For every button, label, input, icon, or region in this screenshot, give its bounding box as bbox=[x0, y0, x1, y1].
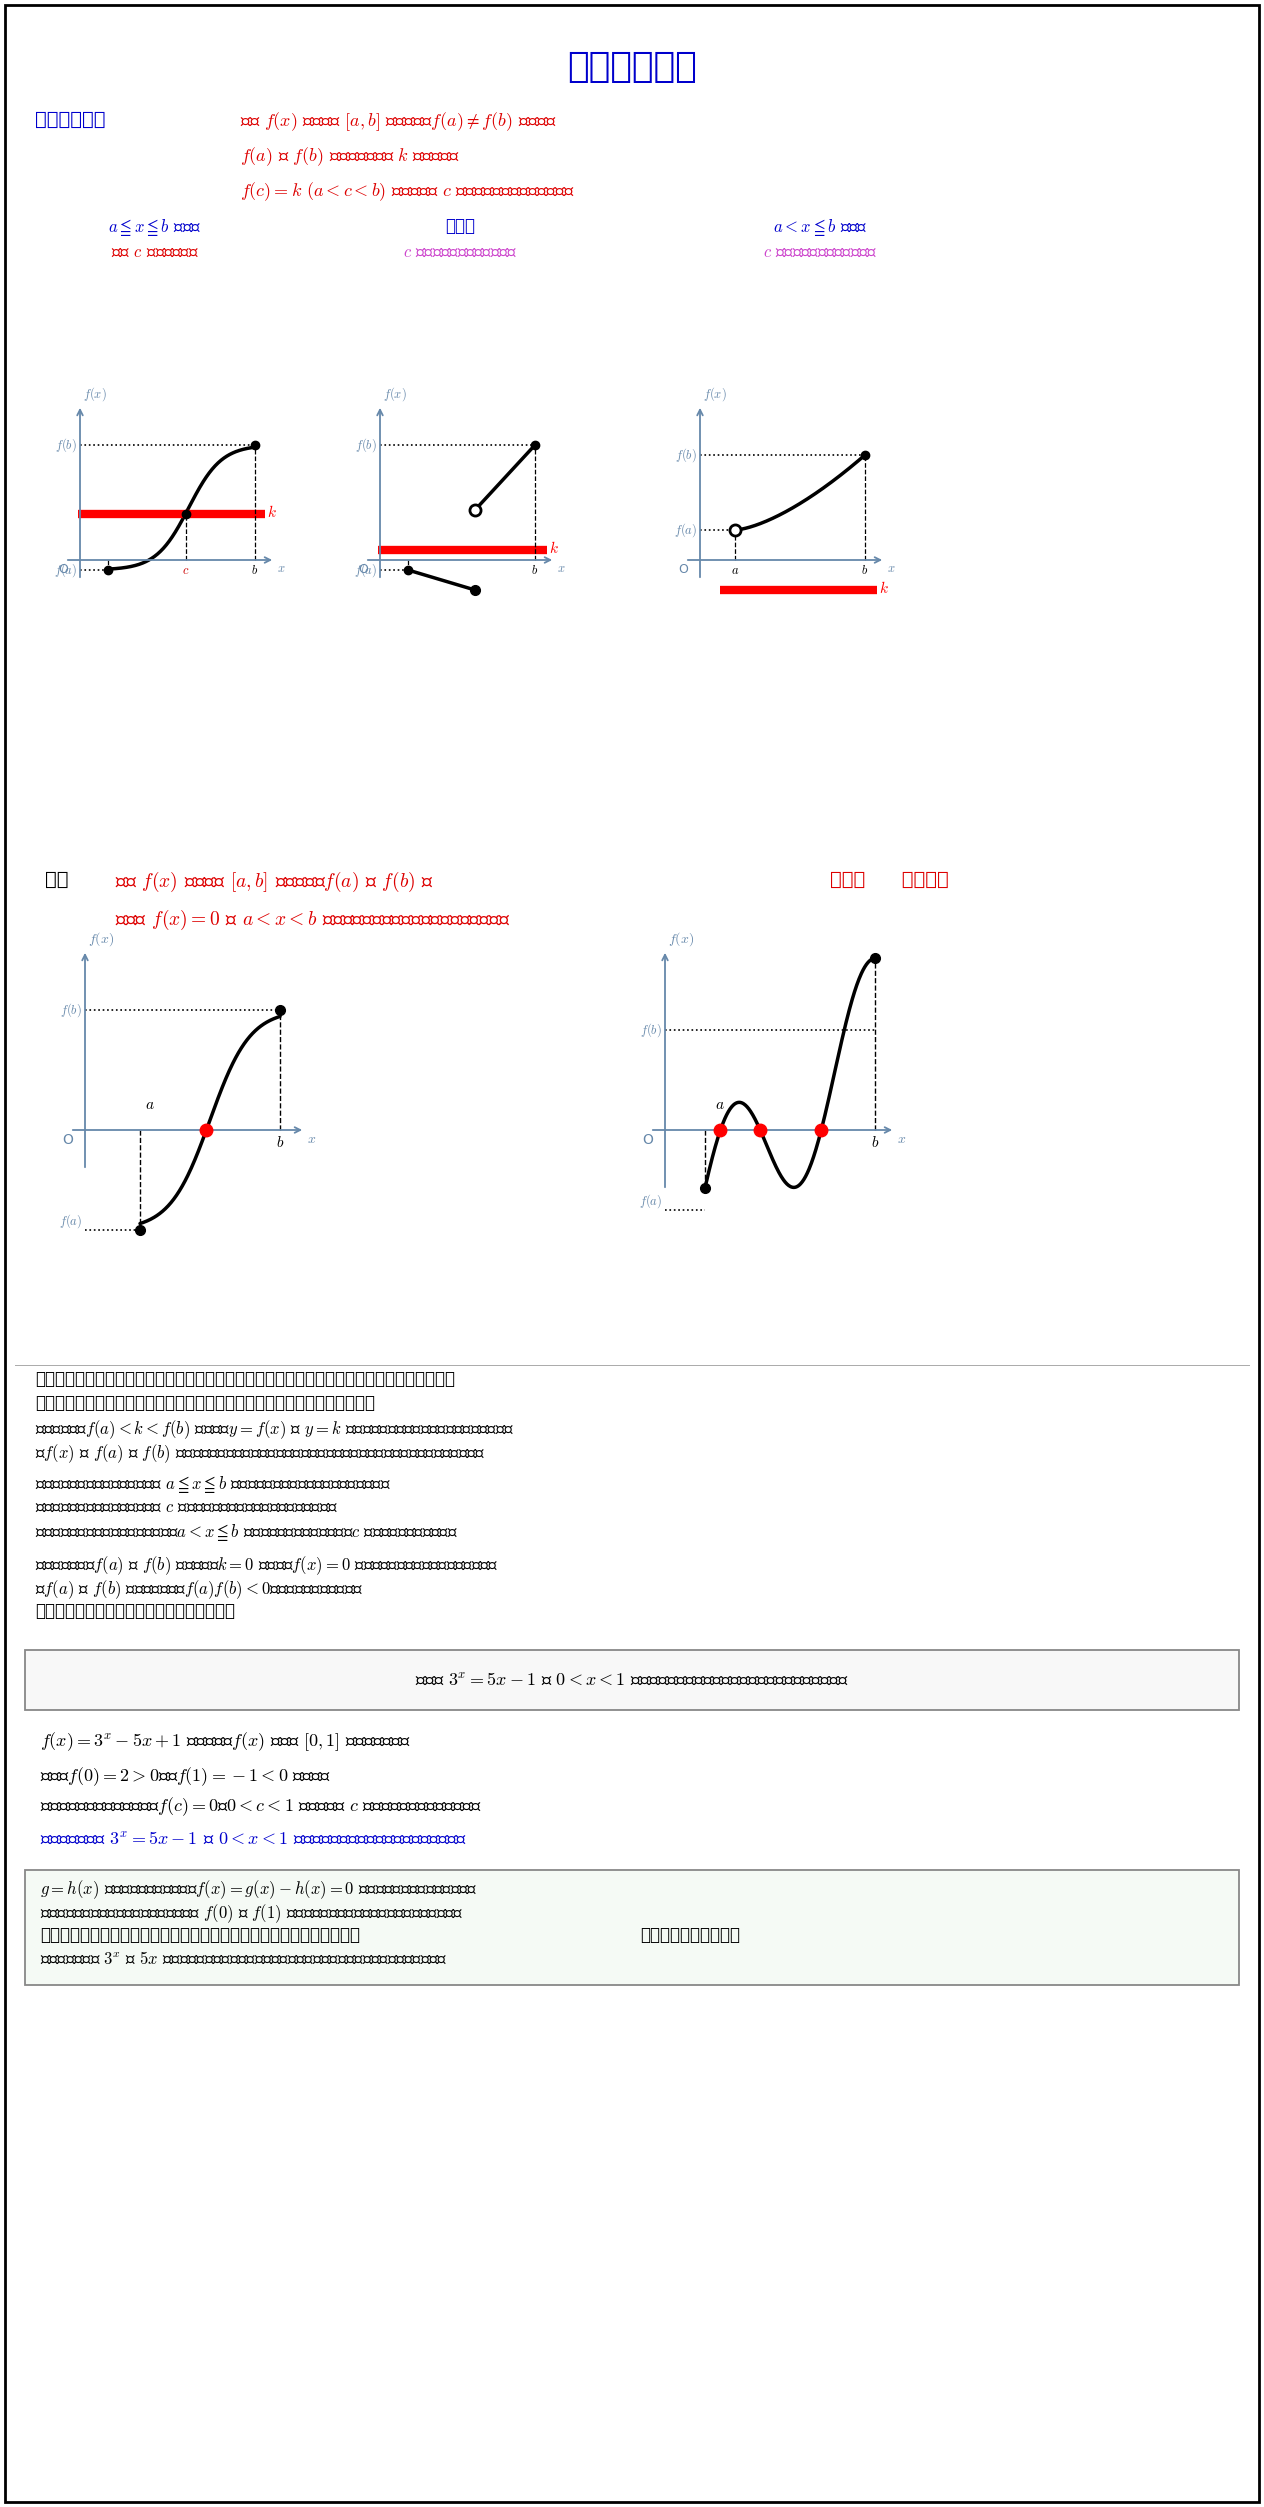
Text: $f(x)$: $f(x)$ bbox=[667, 930, 694, 948]
Text: また，$f(0) = 2 > 0$，　$f(1) = -1 < 0$ である．: また，$f(0) = 2 > 0$， $f(1) = -1 < 0$ である． bbox=[40, 1765, 331, 1787]
Text: $f(x)$: $f(x)$ bbox=[88, 930, 114, 948]
Text: $a$: $a$ bbox=[104, 564, 112, 577]
Text: $x$: $x$ bbox=[557, 562, 565, 574]
Text: 異符号: 異符号 bbox=[830, 870, 866, 890]
Text: $g = h(x)$ が実数解をもつことは，$f(x) = g(x) - h(x) = 0$ が実数解をもつことに等しい．: $g = h(x)$ が実数解をもつことは，$f(x) = g(x) - h(x… bbox=[40, 1878, 478, 1900]
Text: $f(a)$: $f(a)$ bbox=[354, 562, 377, 579]
Text: $c$ が存在するとは限らない．: $c$ が存在するとは限らない． bbox=[762, 243, 877, 261]
Text: 右図のように，実数解は１つとは限らない．: 右図のように，実数解は１つとは限らない． bbox=[35, 1602, 235, 1620]
Text: というわけである．: というわけである． bbox=[640, 1925, 739, 1943]
Text: $f(b)$: $f(b)$ bbox=[640, 1020, 662, 1038]
Text: 中間値の定理: 中間値の定理 bbox=[568, 50, 696, 85]
Text: 方程式 $f(x) = 0$ は $a < x < b$ の範囲に少なくとも１つの実数解をもつ．: 方程式 $f(x) = 0$ は $a < x < b$ の範囲に少なくとも１つ… bbox=[115, 908, 511, 933]
Text: $a$: $a$ bbox=[715, 1098, 724, 1113]
Text: $a < x \leqq b$ で連続: $a < x \leqq b$ で連続 bbox=[772, 218, 867, 238]
Text: 「$f(x)$ が $f(a)$ と $f(b)$ の中間のすべての値をとる」とととらえることもでき，中間値の定理と呼ばれる．: 「$f(x)$ が $f(a)$ と $f(b)$ の中間のすべての値をとる」と… bbox=[35, 1442, 485, 1464]
Text: この前提を満たさない場合，実数 $c$ が存在しないことがありえるからである．: この前提を満たさない場合，実数 $c$ が存在しないことがありえるからである． bbox=[35, 1499, 337, 1517]
Text: $c$: $c$ bbox=[182, 564, 190, 577]
Text: $b$: $b$ bbox=[252, 564, 259, 577]
Text: 関数 $f(x)$ が閉区間 $[a, b]$ で連続で，$f(a) \neq f(b)$ ならば，: 関数 $f(x)$ が閉区間 $[a, b]$ で連続で，$f(a) \neq … bbox=[240, 110, 556, 133]
Text: 閉区間で連続という前提条件を断った上で $f(0)$ と $f(1)$ の異符号を確認し，中間値の定理を適用する．: 閉区間で連続という前提条件を断った上で $f(0)$ と $f(1)$ の異符号… bbox=[40, 1903, 464, 1925]
Text: 不連続: 不連続 bbox=[445, 218, 475, 236]
Text: 高校数学では，$f(a)$ と $f(b)$ を異符号，$k = 0$ として，$f(x) = 0$ の実数解の存在証明で主に利用する．: 高校数学では，$f(a)$ と $f(b)$ を異符号，$k = 0$ として，… bbox=[35, 1554, 498, 1577]
Text: $x$: $x$ bbox=[277, 562, 286, 574]
Text: $k$: $k$ bbox=[267, 504, 277, 519]
Text: $f(b)$: $f(b)$ bbox=[56, 436, 77, 454]
Text: $b$: $b$ bbox=[862, 564, 868, 577]
Text: $a$: $a$ bbox=[145, 1098, 155, 1113]
Text: 図形的には，$f(a) < k < f(b)$ のとき，$y = f(x)$ と $y = k$ が少なくとも１点で交わることを意味する．: 図形的には，$f(a) < k < f(b)$ のとき，$y = f(x)$ と… bbox=[35, 1419, 514, 1442]
Text: $k$: $k$ bbox=[878, 579, 889, 597]
Text: まずは，左図より明らかに中間値の定理が成り立つことを確認してほしい．: まずは，左図より明らかに中間値の定理が成り立つことを確認してほしい． bbox=[35, 1394, 375, 1411]
Text: $f(a)$ と $f(b)$ の間の任意の値 $k$ に対して，: $f(a)$ と $f(b)$ の間の任意の値 $k$ に対して， bbox=[240, 145, 460, 168]
Text: $b$: $b$ bbox=[276, 1136, 284, 1151]
Text: O: O bbox=[358, 564, 368, 577]
Text: $a$: $a$ bbox=[731, 564, 739, 577]
Text: $f(a)$: $f(a)$ bbox=[638, 1193, 662, 1211]
Text: 不連続の場合（中央図）はもちろん，$a < x \leqq b$ で連続の場合（右図）でも，$c$ が存在する保証はない．: 不連続の場合（中央図）はもちろん，$a < x \leqq b$ で連続の場合（… bbox=[35, 1522, 458, 1542]
Text: $x$: $x$ bbox=[307, 1133, 316, 1146]
Text: さて，中間値の定理は，「閉区間 $a \leqq x \leqq b$ で連続」という前提が極めて重要である．: さて，中間値の定理は，「閉区間 $a \leqq x \leqq b$ で連続」… bbox=[35, 1474, 391, 1494]
Text: $b$: $b$ bbox=[871, 1136, 880, 1151]
Text: $f(a)$: $f(a)$ bbox=[674, 521, 696, 539]
Text: $b$: $b$ bbox=[531, 564, 538, 577]
Text: O: O bbox=[62, 1133, 73, 1148]
Text: 必ず $c$ が存在する．: 必ず $c$ が存在する． bbox=[111, 243, 198, 261]
Text: $c$ が存在するとは限らない．: $c$ が存在するとは限らない． bbox=[403, 243, 517, 261]
Text: $f(b)$: $f(b)$ bbox=[61, 1000, 82, 1018]
Text: 方程式 $3^x = 5x - 1$ が $0 < x < 1$ の範囲に少なくとも１つの実数解をもつことを示せ．: 方程式 $3^x = 5x - 1$ が $0 < x < 1$ の範囲に少なく… bbox=[415, 1672, 849, 1690]
Text: 実数解の具体的な値はわからないが，その存在だけならば容易に示せる: 実数解の具体的な値はわからないが，その存在だけならば容易に示せる bbox=[40, 1925, 360, 1943]
Text: $x$: $x$ bbox=[897, 1133, 906, 1146]
Text: $a \leqq x \leqq b$ で連続: $a \leqq x \leqq b$ で連続 bbox=[109, 218, 201, 238]
FancyBboxPatch shape bbox=[25, 1870, 1239, 1986]
Text: $f(a)$: $f(a)$ bbox=[54, 562, 77, 579]
Text: O: O bbox=[642, 1133, 653, 1148]
Text: 中間値の定理: 中間値の定理 bbox=[35, 110, 105, 128]
FancyBboxPatch shape bbox=[25, 1650, 1239, 1710]
Text: $f(a)$: $f(a)$ bbox=[59, 1213, 82, 1231]
Text: $a$: $a$ bbox=[404, 564, 412, 577]
Text: 「$f(a)$ と $f(b)$ が異符号」は「$f(a)f(b) < 0$」と表すこともできる．: 「$f(a)$ と $f(b)$ が異符号」は「$f(a)f(b) < 0$」と… bbox=[35, 1577, 363, 1599]
Text: よって，中間値の定理より，$f(c) = 0$，$0 < c < 1$ となる実数 $c$ が少なくとも１つ存在する．: よって，中間値の定理より，$f(c) = 0$，$0 < c < 1$ となる実… bbox=[40, 1795, 483, 1818]
Text: $f(x) = 3^x - 5x + 1$ とおくと，$f(x)$ は区間 $[0, 1]$ で連続である．: $f(x) = 3^x - 5x + 1$ とおくと，$f(x)$ は区間 $[… bbox=[40, 1730, 411, 1752]
Text: $x$: $x$ bbox=[887, 562, 896, 574]
Text: 中間値の定理の厳密な証明は高校範囲を超えるので，高校生は図による直感的な理解でよい．: 中間値の定理の厳密な証明は高校範囲を超えるので，高校生は図による直感的な理解でよ… bbox=[35, 1369, 455, 1389]
Text: O: O bbox=[58, 564, 68, 577]
Text: $k$: $k$ bbox=[549, 539, 559, 557]
Text: $f(b)$: $f(b)$ bbox=[675, 446, 696, 464]
Text: $f(x)$: $f(x)$ bbox=[383, 386, 407, 404]
Text: $f(x)$: $f(x)$ bbox=[83, 386, 106, 404]
Text: O: O bbox=[678, 564, 688, 577]
Text: 関数 $f(x)$ が閉区間 $[a, b]$ で連続で，$f(a)$ と $f(b)$ が: 関数 $f(x)$ が閉区間 $[a, b]$ で連続で，$f(a)$ と $f… bbox=[115, 870, 434, 895]
Text: $f(c) = k$ $(a < c < b)$ となる実数 $c$ が少なくとも１つ存在する．: $f(c) = k$ $(a < c < b)$ となる実数 $c$ が少なくと… bbox=[240, 181, 575, 203]
Text: $f(b)$: $f(b)$ bbox=[355, 436, 377, 454]
Text: なお，初等関数 $3^x$ や $5x$ が連続関数であることは明らかとしてよい．その和や差も連続関数である．: なお，初等関数 $3^x$ や $5x$ が連続関数であることは明らかとしてよい… bbox=[40, 1950, 447, 1968]
Text: ならば，: ならば， bbox=[895, 870, 949, 890]
Text: ゆえに，方程式 $3^x = 5x - 1$ は $0 < x < 1$ の範囲に少なくとも１つの実数解をもつ．: ゆえに，方程式 $3^x = 5x - 1$ は $0 < x < 1$ の範囲… bbox=[40, 1830, 468, 1848]
Text: 特に: 特に bbox=[46, 870, 68, 890]
Text: $f(x)$: $f(x)$ bbox=[703, 386, 727, 404]
